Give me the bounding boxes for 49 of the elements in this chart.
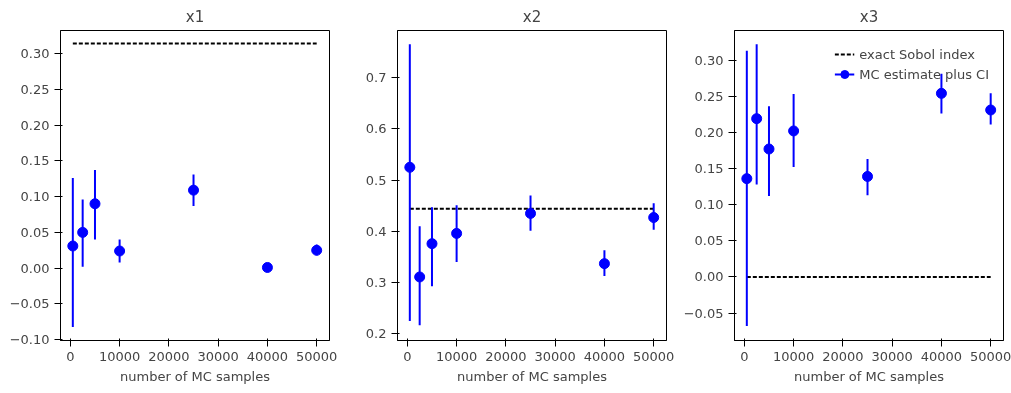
chart-title: x1 <box>185 7 205 26</box>
x-axis-title: number of MC samples <box>120 368 271 384</box>
x-tick-label: 20000 <box>485 348 527 364</box>
y-tick-label: 0.00 <box>20 260 50 276</box>
x-tick-label: 0 <box>740 348 749 364</box>
y-tick-label: 0.25 <box>20 81 50 97</box>
chart-title: x3 <box>859 7 879 26</box>
y-tick-label: 0.20 <box>20 117 50 133</box>
x-tick-label: 20000 <box>148 348 190 364</box>
x-tick-label: 30000 <box>197 348 239 364</box>
y-tick-label: 0.5 <box>365 172 387 188</box>
x-tick-label: 50000 <box>296 348 338 364</box>
x-tick-label: 0 <box>66 348 75 364</box>
y-tick-label: 0.2 <box>365 326 387 342</box>
chart-title: x2 <box>522 7 542 26</box>
y-tick-label: 0.7 <box>365 70 387 86</box>
legend-label: exact Sobol index <box>859 46 975 62</box>
x-tick-label: 20000 <box>822 348 864 364</box>
x-tick-label: 50000 <box>633 348 675 364</box>
x-tick-label: 50000 <box>970 348 1011 364</box>
legend-label: MC estimate plus CI <box>859 66 989 82</box>
y-tick-label: −0.10 <box>9 332 50 348</box>
y-tick-label: 0.15 <box>694 161 724 177</box>
y-tick-label: 0.30 <box>20 45 50 61</box>
x-tick-label: 40000 <box>246 348 289 364</box>
y-tick-label: 0.25 <box>694 88 724 104</box>
x-tick-label: 30000 <box>534 348 576 364</box>
x-tick-label: 30000 <box>871 348 913 364</box>
x-tick-label: 10000 <box>98 348 141 364</box>
x-tick-label: 40000 <box>920 348 963 364</box>
y-tick-label: 0.15 <box>20 153 50 169</box>
y-tick-label: 0.3 <box>365 275 387 291</box>
y-tick-label: 0.05 <box>20 224 50 240</box>
y-tick-label: 0.30 <box>694 52 724 68</box>
x-tick-label: 0 <box>403 348 412 364</box>
x-tick-label: 10000 <box>772 348 815 364</box>
y-tick-label: 0.00 <box>694 269 724 285</box>
y-tick-label: 0.4 <box>365 223 387 239</box>
y-tick-label: −0.05 <box>683 305 724 321</box>
y-tick-label: 0.05 <box>694 233 724 249</box>
y-tick-label: −0.05 <box>9 296 50 312</box>
y-tick-label: 0.10 <box>694 197 724 213</box>
y-tick-label: 0.6 <box>365 121 387 137</box>
y-tick-label: 0.20 <box>694 124 724 140</box>
x-axis-title: number of MC samples <box>457 368 608 384</box>
y-tick-label: 0.10 <box>20 189 50 205</box>
x-tick-label: 40000 <box>583 348 626 364</box>
x-tick-label: 10000 <box>435 348 478 364</box>
x-axis-title: number of MC samples <box>794 368 945 384</box>
